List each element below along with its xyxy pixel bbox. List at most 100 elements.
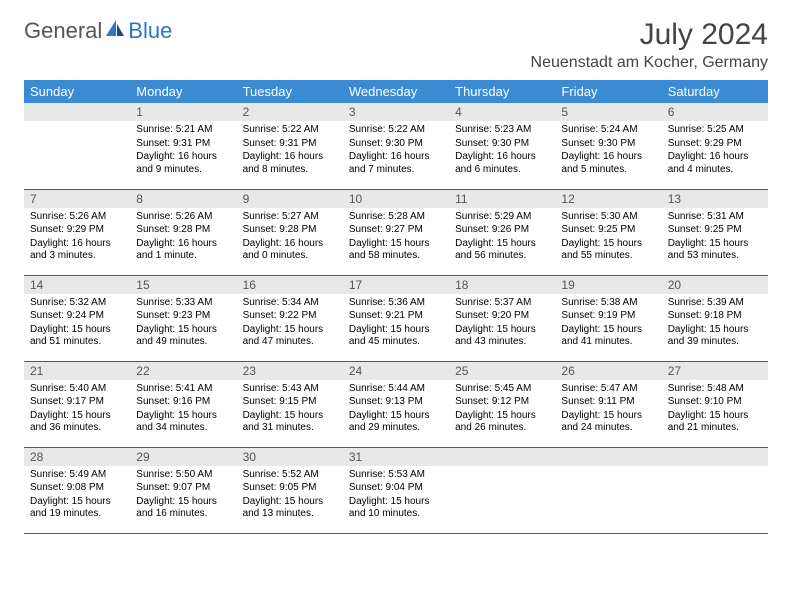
day-number: 25 [449,362,555,380]
sunset-text: Sunset: 9:15 PM [243,396,337,409]
calendar-week-row: 28Sunrise: 5:49 AMSunset: 9:08 PMDayligh… [24,447,768,533]
day-number: 8 [130,190,236,208]
day-body: Sunrise: 5:39 AMSunset: 9:18 PMDaylight:… [662,294,768,354]
day-body: Sunrise: 5:27 AMSunset: 9:28 PMDaylight:… [237,208,343,268]
sunset-text: Sunset: 9:18 PM [668,310,762,323]
day-body: Sunrise: 5:28 AMSunset: 9:27 PMDaylight:… [343,208,449,268]
sunset-text: Sunset: 9:17 PM [30,396,124,409]
day-body: Sunrise: 5:47 AMSunset: 9:11 PMDaylight:… [555,380,661,440]
daylight-text: Daylight: 15 hours and 49 minutes. [136,324,230,349]
day-number: 10 [343,190,449,208]
sunrise-text: Sunrise: 5:37 AM [455,297,549,310]
calendar-day-cell: 3Sunrise: 5:22 AMSunset: 9:30 PMDaylight… [343,103,449,189]
daylight-text: Daylight: 15 hours and 34 minutes. [136,410,230,435]
day-number: 26 [555,362,661,380]
weekday-header: Sunday [24,80,130,103]
day-number: 6 [662,103,768,121]
day-body: Sunrise: 5:49 AMSunset: 9:08 PMDaylight:… [24,466,130,526]
day-body: Sunrise: 5:41 AMSunset: 9:16 PMDaylight:… [130,380,236,440]
day-body: Sunrise: 5:45 AMSunset: 9:12 PMDaylight:… [449,380,555,440]
daylight-text: Daylight: 15 hours and 45 minutes. [349,324,443,349]
sunrise-text: Sunrise: 5:29 AM [455,211,549,224]
calendar-day-cell: 2Sunrise: 5:22 AMSunset: 9:31 PMDaylight… [237,103,343,189]
calendar-day-cell [24,103,130,189]
sunrise-text: Sunrise: 5:31 AM [668,211,762,224]
sunrise-text: Sunrise: 5:40 AM [30,383,124,396]
day-number: 11 [449,190,555,208]
daylight-text: Daylight: 16 hours and 6 minutes. [455,151,549,176]
sunrise-text: Sunrise: 5:21 AM [136,124,230,137]
sunset-text: Sunset: 9:26 PM [455,224,549,237]
day-body: Sunrise: 5:21 AMSunset: 9:31 PMDaylight:… [130,121,236,181]
day-number: 31 [343,448,449,466]
weekday-header: Thursday [449,80,555,103]
daylight-text: Daylight: 15 hours and 24 minutes. [561,410,655,435]
day-body: Sunrise: 5:34 AMSunset: 9:22 PMDaylight:… [237,294,343,354]
day-number: 17 [343,276,449,294]
day-number: 14 [24,276,130,294]
calendar-day-cell: 14Sunrise: 5:32 AMSunset: 9:24 PMDayligh… [24,275,130,361]
sunrise-text: Sunrise: 5:49 AM [30,469,124,482]
calendar-day-cell: 5Sunrise: 5:24 AMSunset: 9:30 PMDaylight… [555,103,661,189]
daylight-text: Daylight: 16 hours and 8 minutes. [243,151,337,176]
calendar-day-cell [555,447,661,533]
daylight-text: Daylight: 15 hours and 31 minutes. [243,410,337,435]
calendar-day-cell: 16Sunrise: 5:34 AMSunset: 9:22 PMDayligh… [237,275,343,361]
calendar-table: Sunday Monday Tuesday Wednesday Thursday… [24,80,768,534]
sunset-text: Sunset: 9:31 PM [243,138,337,151]
sunrise-text: Sunrise: 5:34 AM [243,297,337,310]
calendar-day-cell: 30Sunrise: 5:52 AMSunset: 9:05 PMDayligh… [237,447,343,533]
sunset-text: Sunset: 9:25 PM [668,224,762,237]
day-body: Sunrise: 5:33 AMSunset: 9:23 PMDaylight:… [130,294,236,354]
day-body: Sunrise: 5:31 AMSunset: 9:25 PMDaylight:… [662,208,768,268]
weekday-header: Tuesday [237,80,343,103]
sunrise-text: Sunrise: 5:26 AM [136,211,230,224]
calendar-day-cell: 18Sunrise: 5:37 AMSunset: 9:20 PMDayligh… [449,275,555,361]
calendar-day-cell: 9Sunrise: 5:27 AMSunset: 9:28 PMDaylight… [237,189,343,275]
daylight-text: Daylight: 15 hours and 47 minutes. [243,324,337,349]
sunrise-text: Sunrise: 5:23 AM [455,124,549,137]
calendar-day-cell: 4Sunrise: 5:23 AMSunset: 9:30 PMDaylight… [449,103,555,189]
daylight-text: Daylight: 15 hours and 10 minutes. [349,496,443,521]
day-body: Sunrise: 5:29 AMSunset: 9:26 PMDaylight:… [449,208,555,268]
day-body: Sunrise: 5:30 AMSunset: 9:25 PMDaylight:… [555,208,661,268]
sunrise-text: Sunrise: 5:26 AM [30,211,124,224]
sunrise-text: Sunrise: 5:52 AM [243,469,337,482]
day-body: Sunrise: 5:48 AMSunset: 9:10 PMDaylight:… [662,380,768,440]
month-title: July 2024 [531,18,768,52]
sunset-text: Sunset: 9:20 PM [455,310,549,323]
calendar-day-cell: 27Sunrise: 5:48 AMSunset: 9:10 PMDayligh… [662,361,768,447]
weekday-header: Monday [130,80,236,103]
sunset-text: Sunset: 9:21 PM [349,310,443,323]
day-body: Sunrise: 5:25 AMSunset: 9:29 PMDaylight:… [662,121,768,181]
calendar-day-cell: 25Sunrise: 5:45 AMSunset: 9:12 PMDayligh… [449,361,555,447]
sunrise-text: Sunrise: 5:32 AM [30,297,124,310]
logo: General Blue [24,18,172,44]
sunrise-text: Sunrise: 5:53 AM [349,469,443,482]
sunset-text: Sunset: 9:13 PM [349,396,443,409]
sunset-text: Sunset: 9:07 PM [136,482,230,495]
sunrise-text: Sunrise: 5:30 AM [561,211,655,224]
daylight-text: Daylight: 16 hours and 3 minutes. [30,238,124,263]
day-number [449,448,555,466]
sunrise-text: Sunrise: 5:48 AM [668,383,762,396]
day-number: 18 [449,276,555,294]
calendar-day-cell: 29Sunrise: 5:50 AMSunset: 9:07 PMDayligh… [130,447,236,533]
daylight-text: Daylight: 15 hours and 26 minutes. [455,410,549,435]
sunset-text: Sunset: 9:29 PM [30,224,124,237]
day-number: 19 [555,276,661,294]
calendar-day-cell: 19Sunrise: 5:38 AMSunset: 9:19 PMDayligh… [555,275,661,361]
day-number: 13 [662,190,768,208]
calendar-day-cell: 13Sunrise: 5:31 AMSunset: 9:25 PMDayligh… [662,189,768,275]
weekday-header-row: Sunday Monday Tuesday Wednesday Thursday… [24,80,768,103]
sunset-text: Sunset: 9:27 PM [349,224,443,237]
sunrise-text: Sunrise: 5:43 AM [243,383,337,396]
day-body: Sunrise: 5:43 AMSunset: 9:15 PMDaylight:… [237,380,343,440]
day-number: 4 [449,103,555,121]
calendar-week-row: 14Sunrise: 5:32 AMSunset: 9:24 PMDayligh… [24,275,768,361]
sunrise-text: Sunrise: 5:33 AM [136,297,230,310]
daylight-text: Daylight: 16 hours and 5 minutes. [561,151,655,176]
day-body: Sunrise: 5:26 AMSunset: 9:29 PMDaylight:… [24,208,130,268]
sunrise-text: Sunrise: 5:22 AM [243,124,337,137]
day-body: Sunrise: 5:53 AMSunset: 9:04 PMDaylight:… [343,466,449,526]
